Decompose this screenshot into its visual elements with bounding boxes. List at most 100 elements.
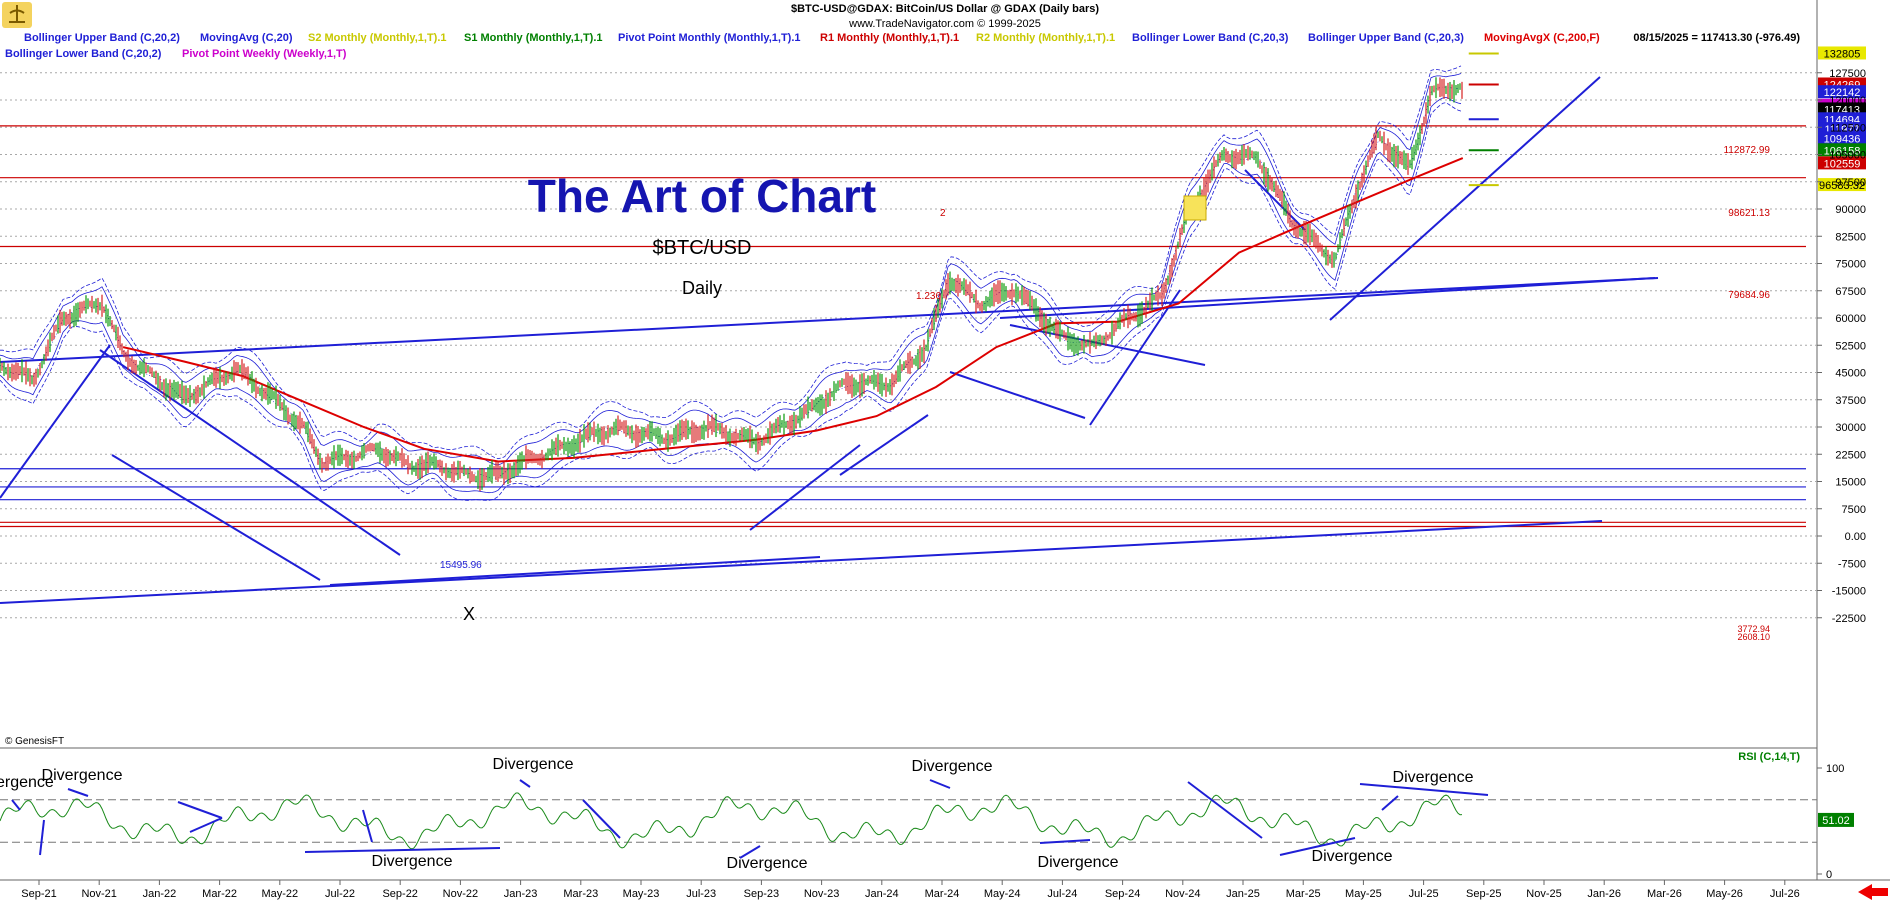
copyright-line: www.TradeNavigator.com © 1999-2025 [848, 18, 1041, 30]
divergence-label: ergence [0, 774, 54, 791]
y-tick-label: 22500 [1835, 449, 1866, 461]
x-tick-label: Nov-21 [81, 888, 116, 900]
price-tags: 1328051242691221421184101174131146941119… [1818, 46, 1866, 192]
y-tick-label: 120000 [1829, 95, 1866, 107]
x-tick-label: May-26 [1706, 888, 1743, 900]
trend-2025-rise [1329, 76, 1601, 321]
bollinger-lower-3 [0, 102, 1462, 501]
x-tick-label: Jan-23 [504, 888, 538, 900]
x-tick-label: Jan-25 [1226, 888, 1260, 900]
level-98621-label: 98621.13 [1728, 208, 1770, 219]
y-tick-label: 37500 [1835, 395, 1866, 407]
divergence-label: Divergence [42, 767, 123, 784]
rsi-value-tag-bg [1818, 812, 1854, 827]
legend-item: R2 Monthly (Monthly,1,T).1 [976, 32, 1115, 44]
y-tick-label: 82500 [1835, 231, 1866, 243]
y-tick-label: 67500 [1835, 286, 1866, 298]
price-tag-bg [1818, 143, 1866, 157]
rsi-label: RSI (C,14,T) [1738, 751, 1800, 763]
breakout-line [1089, 289, 1181, 426]
legend-item: S1 Monthly (Monthly,1,T).1 [464, 32, 603, 44]
bollinger-upper-3 [0, 65, 1462, 460]
rsi-tick-label: 100 [1826, 763, 1844, 775]
trendline-2024-rise [999, 277, 1656, 319]
price-tag-bg [1818, 156, 1866, 170]
date-price-readout: 08/15/2025 = 117413.30 (-976.49) [1633, 32, 1800, 44]
channel-down-top [99, 349, 401, 556]
divergence-annotations: ergence Divergence Divergence Divergence… [0, 756, 1489, 872]
x-tick-label: Jul-24 [1047, 888, 1077, 900]
watermark-subtitle: $BTC/USD [653, 237, 752, 259]
x-axis-ticks: Sep-21 Nov-21 Jan-22 Mar-22 May-22 Jul-22 Sep-… [21, 880, 1800, 900]
breakout-marker [1183, 195, 1207, 221]
legend-item: Bollinger Upper Band (C,20,2) [24, 32, 180, 44]
price-tag-bg [1818, 102, 1866, 116]
fib-1236-label: 1.236 [916, 291, 941, 302]
watermark-title: The Art of Chart [528, 170, 876, 222]
trend-rise-2024a [839, 414, 929, 476]
level-112872-label: 112872.99 [1723, 145, 1770, 156]
x-tick-label: Jul-25 [1409, 888, 1439, 900]
tradenavigator-logo-icon [2, 2, 32, 28]
rsi-value-tag: 51.02 [1822, 815, 1850, 827]
symbol-line: $BTC-USD@GDAX: BitCoin/US Dollar @ GDAX … [791, 3, 1099, 15]
y-axis-ticks: 127500 120000 112500 105000 97500 90000 82500 7… [1817, 68, 1866, 625]
price-tag-bg [1818, 85, 1866, 99]
watermark-period: Daily [682, 278, 722, 298]
x-tick-label: May-24 [984, 888, 1021, 900]
trendline-upper [0, 277, 1659, 363]
y-tick-label: 60000 [1835, 313, 1866, 325]
channel-down-bottom [111, 454, 321, 581]
genesisft-credit: © GenesisFT [5, 736, 64, 747]
divergence-label: Divergence [1038, 854, 1119, 871]
x-tick-label: Jul-22 [325, 888, 355, 900]
divergence-label: Divergence [372, 853, 453, 870]
legend-item: Bollinger Lower Band (C,20,3) [1132, 32, 1289, 44]
x-tick-label: Sep-24 [1105, 888, 1140, 900]
y-tick-label: 45000 [1835, 368, 1866, 380]
low-price-label: 15495.96 [440, 560, 482, 571]
y-tick-label: 90000 [1835, 204, 1866, 216]
legend-item: Pivot Point Monthly (Monthly,1,T).1 [618, 32, 801, 44]
x-mark: X [463, 604, 475, 624]
y-tick-label: 127500 [1829, 68, 1866, 80]
x-tick-label: Mar-23 [563, 888, 598, 900]
x-tick-label: Mar-24 [925, 888, 960, 900]
x-tick-label: Mar-25 [1286, 888, 1321, 900]
legend-item: S2 Monthly (Monthly,1,T).1 [308, 32, 447, 44]
price-tag: 106158 [1824, 145, 1861, 157]
divergence-label: Divergence [912, 758, 993, 775]
y-tick-label: 105000 [1829, 150, 1866, 162]
divergence-label: Divergence [727, 855, 808, 872]
x-tick-label: Nov-22 [443, 888, 478, 900]
divergence-label: Divergence [1393, 769, 1474, 786]
x-tick-label: Jul-26 [1770, 888, 1800, 900]
x-tick-label: May-22 [261, 888, 298, 900]
bollinger-upper-2 [0, 73, 1462, 466]
x-tick-label: Nov-23 [804, 888, 839, 900]
divergence-label: Divergence [1312, 848, 1393, 865]
trend-2025-down [1244, 169, 1306, 231]
legend-item: Bollinger Lower Band (C,20,2) [5, 48, 162, 60]
x-tick-label: Sep-25 [1466, 888, 1501, 900]
trendline-base [329, 556, 821, 586]
x-tick-label: Sep-21 [21, 888, 56, 900]
fib-2-label: 2 [940, 208, 946, 219]
rsi-line [0, 792, 1463, 850]
price-bars [0, 52, 1499, 492]
rsi-pane: 100 0 51.02 [0, 763, 1854, 881]
x-tick-label: Sep-23 [744, 888, 779, 900]
level-2608-label: 2608.10 [1737, 632, 1770, 642]
price-tag-bg [1818, 112, 1866, 126]
y-tick-label: -15000 [1832, 586, 1866, 598]
x-tick-label: Jan-22 [143, 888, 177, 900]
scroll-left-arrow-icon[interactable] [1848, 882, 1890, 903]
x-tick-label: Sep-22 [382, 888, 417, 900]
x-tick-label: Nov-24 [1165, 888, 1200, 900]
legend-item: Bollinger Upper Band (C,20,3) [1308, 32, 1464, 44]
level-79684-label: 79684.96 [1728, 290, 1770, 301]
trendlines [0, 76, 1659, 604]
y-tick-label: 0.00 [1845, 531, 1866, 543]
